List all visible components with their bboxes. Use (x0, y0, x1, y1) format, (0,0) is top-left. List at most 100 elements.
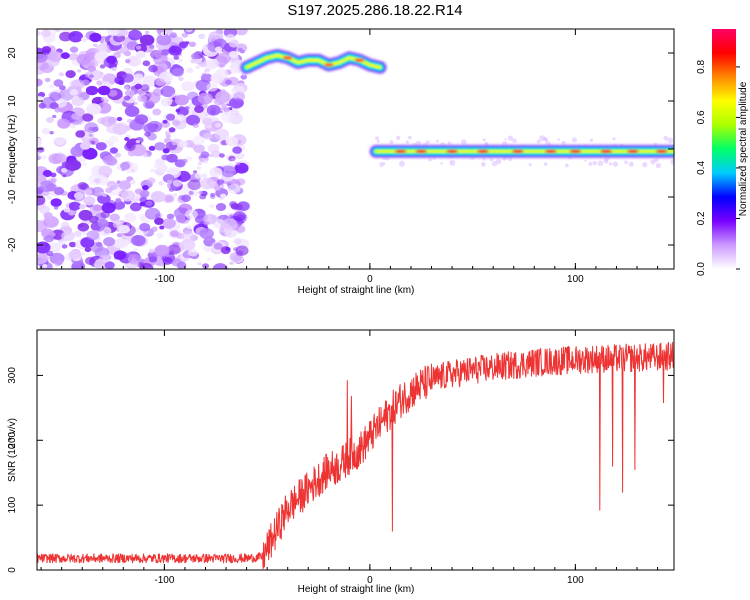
y-tick-label: 20 (7, 47, 18, 59)
noise-blob (186, 156, 193, 161)
noise-blob (48, 51, 63, 62)
noise-blob (206, 257, 211, 261)
noise-blob (130, 179, 136, 185)
noise-blob (173, 55, 180, 60)
noise-blob (135, 45, 142, 50)
noise-blob (105, 187, 113, 194)
noise-blob (71, 113, 80, 120)
noise-blob (225, 136, 239, 147)
noise-blob (99, 64, 106, 69)
noise-blob (84, 247, 92, 253)
noise-blob (81, 252, 86, 256)
noise-blob (93, 178, 101, 184)
noise-blob (198, 33, 206, 40)
noise-blob (52, 114, 57, 119)
colorbar-tick-label: 0.0 (696, 262, 707, 276)
noise-blob (37, 78, 43, 87)
snr-plot-area (37, 330, 674, 570)
signal-peak (600, 149, 613, 154)
colorbar-tick-label: 0.8 (696, 60, 707, 74)
noise-blob (113, 122, 129, 134)
noise-blob (96, 80, 103, 86)
noise-blob (115, 50, 121, 55)
noise-blob (134, 73, 144, 81)
noise-blob (171, 141, 177, 146)
noise-blob (655, 162, 662, 169)
noise-blob (144, 207, 161, 220)
noise-blob (440, 162, 443, 165)
noise-blob (218, 153, 225, 158)
noise-blob (217, 62, 226, 68)
noise-blob (214, 68, 229, 80)
noise-blob (123, 50, 132, 57)
noise-blob (172, 119, 181, 126)
noise-blob (37, 30, 41, 36)
noise-blob (103, 237, 116, 247)
signal-peak (354, 58, 365, 62)
noise-blob (628, 161, 634, 167)
noise-blob (148, 64, 158, 73)
noise-blob (86, 230, 100, 241)
noise-blob (240, 74, 248, 80)
noise-blob (116, 116, 123, 122)
noise-blob (82, 147, 98, 160)
noise-blob (571, 137, 577, 143)
noise-blob (69, 46, 79, 53)
noise-blob (206, 83, 218, 92)
noise-blob (75, 130, 86, 138)
noise-blob (61, 230, 75, 242)
signal-peak (544, 149, 557, 154)
noise-blob (200, 151, 210, 159)
noise-blob (539, 135, 546, 142)
noise-blob (232, 107, 237, 111)
spectrogram-x-ticks: -100 0 100 (40, 29, 659, 285)
noise-blob (177, 58, 183, 63)
noise-blob (103, 229, 110, 234)
noise-blob (137, 94, 148, 103)
noise-blob (222, 218, 238, 231)
noise-blob (90, 140, 96, 145)
y-tick-label: 0 (7, 567, 18, 573)
noise-blob (46, 117, 54, 123)
noise-blob (161, 49, 170, 56)
noise-blob (670, 158, 674, 165)
noise-blob (197, 162, 202, 166)
noise-blob (42, 49, 50, 56)
noise-blob (149, 168, 156, 173)
noise-blob (79, 204, 86, 210)
noise-blob (144, 30, 150, 35)
noise-blob (124, 137, 130, 141)
noise-blob (159, 225, 165, 230)
noise-blob (69, 80, 80, 88)
noise-blob (174, 94, 189, 106)
noise-blob (48, 242, 61, 253)
noise-blob (197, 92, 213, 105)
noise-blob (107, 29, 119, 36)
noise-blob (148, 256, 158, 263)
noise-blob (214, 122, 222, 128)
noise-blob (225, 34, 236, 42)
noise-blob (49, 131, 54, 135)
noise-blob (405, 140, 409, 144)
noise-blob (84, 122, 99, 134)
noise-blob (172, 193, 178, 198)
noise-blob (612, 137, 616, 141)
noise-blob (181, 194, 191, 202)
noise-blob (106, 55, 117, 64)
noise-blob (118, 180, 131, 190)
noise-blob (193, 170, 198, 174)
noise-blob (50, 172, 57, 178)
noise-blob (82, 162, 87, 166)
noise-blob (376, 140, 380, 143)
noise-blob (202, 132, 213, 140)
noise-blob (37, 152, 40, 156)
noise-blob (53, 206, 59, 210)
noise-blob (133, 248, 138, 252)
noise-blob (187, 225, 192, 229)
noise-blob (172, 68, 184, 77)
noise-blob (148, 248, 155, 254)
snr-y-ticks: 0 100 200 300 (7, 367, 674, 573)
noise-blob (187, 179, 202, 190)
noise-blob (53, 79, 64, 87)
